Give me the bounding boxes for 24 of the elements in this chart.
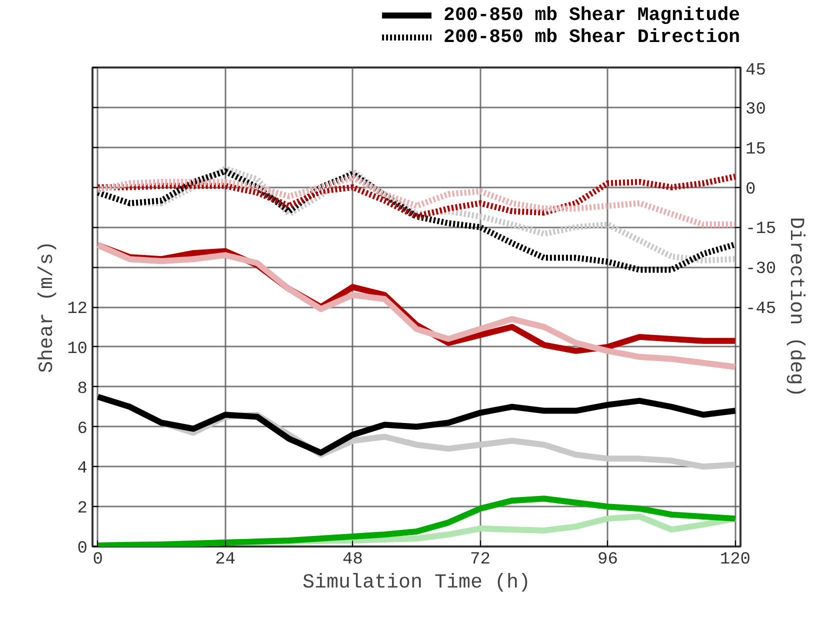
y-tick-label: 12 [67,300,88,319]
y-tick-label: 10 [67,340,88,359]
y2-tick-label: 45 [746,62,766,80]
x-tick-label: 48 [342,550,363,570]
y2-tick-label: 0 [746,180,756,200]
y-tick-label: 6 [77,420,88,439]
legend-label: 200-850 mb Shear Magnitude [444,4,740,26]
legend-label: 200-850 mb Shear Direction [444,26,740,48]
y2-tick-label: -30 [746,260,776,280]
x-axis-title: Simulation Time (h) [302,572,531,594]
y2-tick-label: 15 [746,140,766,160]
y-tick-label: 4 [77,460,88,479]
y2-tick-label: -15 [746,220,776,240]
y2-tick-label: -45 [746,300,776,319]
x-tick-label: 0 [92,550,103,570]
y-tick-label: 2 [77,500,88,519]
x-tick-label: 72 [470,550,490,570]
y-tick-label: 8 [77,380,88,399]
x-tick-label: 96 [598,550,618,570]
y-axis-title: Shear (m/s) [36,240,60,374]
y2-axis-title: Direction (deg) [784,216,808,398]
y2-tick-label: 30 [746,100,766,120]
x-tick-label: 120 [720,550,750,570]
x-tick-label: 24 [215,550,236,570]
